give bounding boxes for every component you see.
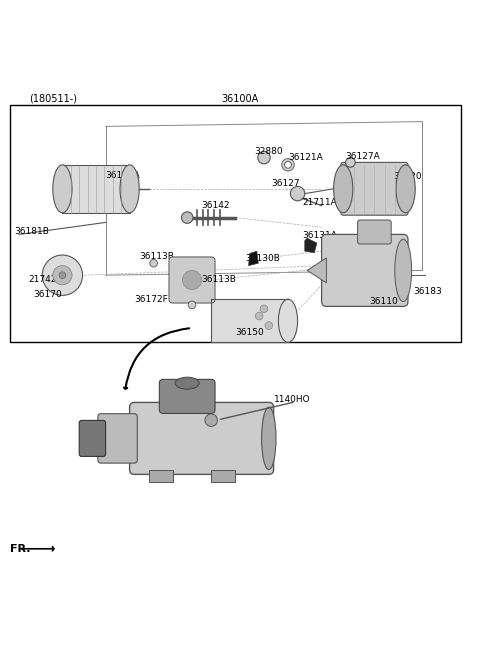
Text: 36142: 36142 — [202, 201, 230, 210]
Text: 36113B: 36113B — [202, 276, 237, 285]
Circle shape — [181, 212, 193, 223]
Text: 21711A: 21711A — [302, 197, 337, 207]
FancyBboxPatch shape — [322, 234, 408, 306]
Text: 36183: 36183 — [413, 287, 442, 296]
Text: 21742: 21742 — [29, 275, 57, 283]
FancyBboxPatch shape — [149, 470, 173, 482]
Circle shape — [205, 414, 217, 426]
FancyBboxPatch shape — [130, 402, 274, 474]
FancyBboxPatch shape — [341, 163, 408, 215]
Ellipse shape — [53, 165, 72, 213]
Text: 36131A: 36131A — [302, 231, 337, 240]
Text: 36127: 36127 — [271, 180, 300, 188]
Text: 36127A: 36127A — [346, 152, 380, 161]
Ellipse shape — [278, 299, 298, 342]
Text: 36120: 36120 — [394, 173, 422, 181]
Circle shape — [182, 270, 202, 289]
Circle shape — [150, 259, 157, 267]
Circle shape — [260, 305, 268, 313]
FancyBboxPatch shape — [211, 470, 235, 482]
Ellipse shape — [334, 165, 353, 213]
FancyBboxPatch shape — [358, 220, 391, 244]
Ellipse shape — [396, 165, 415, 213]
Polygon shape — [307, 258, 326, 283]
FancyBboxPatch shape — [169, 257, 215, 303]
Circle shape — [265, 321, 273, 329]
Text: FR.: FR. — [10, 544, 30, 554]
Ellipse shape — [395, 239, 411, 302]
Circle shape — [42, 255, 83, 295]
Wedge shape — [282, 159, 294, 171]
FancyBboxPatch shape — [159, 379, 215, 413]
Text: (180511-): (180511-) — [29, 94, 77, 104]
Text: 36113B: 36113B — [139, 253, 174, 262]
Text: 36100A: 36100A — [221, 94, 259, 104]
Polygon shape — [249, 251, 258, 266]
Circle shape — [346, 157, 355, 167]
Text: 36150: 36150 — [235, 328, 264, 337]
Circle shape — [53, 266, 72, 285]
Text: 1140HO: 1140HO — [274, 396, 310, 405]
Circle shape — [59, 272, 66, 279]
Ellipse shape — [175, 377, 199, 389]
Text: 36146A: 36146A — [106, 171, 140, 180]
Circle shape — [258, 152, 270, 164]
Circle shape — [290, 186, 305, 201]
Circle shape — [255, 312, 263, 320]
FancyBboxPatch shape — [79, 420, 106, 457]
Text: 36121A: 36121A — [288, 153, 323, 162]
Ellipse shape — [262, 407, 276, 470]
Text: 36130B: 36130B — [245, 254, 280, 263]
FancyBboxPatch shape — [98, 414, 137, 463]
Ellipse shape — [120, 165, 139, 213]
Circle shape — [188, 301, 196, 309]
Polygon shape — [305, 238, 317, 253]
Text: 36110: 36110 — [370, 297, 398, 306]
Text: 36181B: 36181B — [14, 228, 49, 237]
Text: 36170: 36170 — [34, 290, 62, 299]
Text: 36172F: 36172F — [134, 295, 168, 304]
Text: 32880: 32880 — [254, 147, 283, 156]
FancyBboxPatch shape — [62, 165, 130, 213]
FancyBboxPatch shape — [211, 299, 288, 342]
